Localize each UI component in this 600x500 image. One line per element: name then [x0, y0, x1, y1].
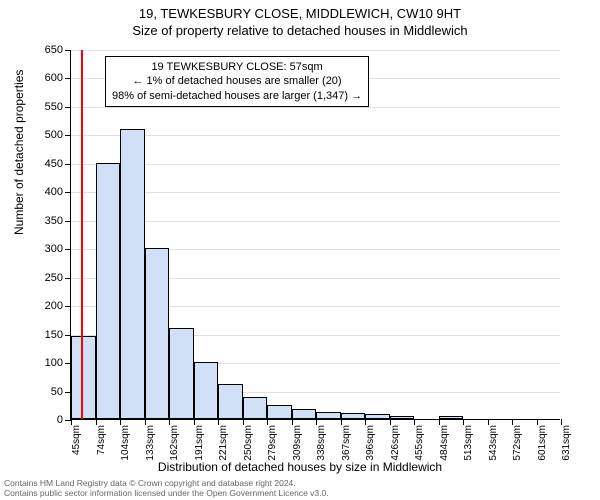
histogram-bar	[218, 384, 243, 419]
x-tick-label: 279sqm	[267, 419, 278, 461]
y-tick-label: 200	[45, 300, 71, 312]
annotation-box: 19 TEWKESBURY CLOSE: 57sqm ← 1% of detac…	[105, 56, 369, 107]
chart-title-block: 19, TEWKESBURY CLOSE, MIDDLEWICH, CW10 9…	[0, 0, 600, 40]
x-tick-label: 455sqm	[414, 419, 425, 461]
gridline	[71, 107, 560, 108]
histogram-bar	[71, 336, 96, 419]
histogram-bar	[341, 413, 366, 419]
annotation-line-1: 19 TEWKESBURY CLOSE: 57sqm	[112, 60, 362, 74]
y-tick-label: 550	[45, 101, 71, 113]
y-tick-label: 400	[45, 186, 71, 198]
footer-line-2: Contains public sector information licen…	[4, 488, 329, 498]
x-tick-label: 426sqm	[390, 419, 401, 461]
y-tick-label: 250	[45, 272, 71, 284]
footer-attribution: Contains HM Land Registry data © Crown c…	[4, 478, 329, 498]
y-tick-label: 500	[45, 129, 71, 141]
x-tick-label: 338sqm	[316, 419, 327, 461]
histogram-bar	[145, 248, 170, 419]
y-tick-label: 50	[51, 386, 71, 398]
y-tick-label: 100	[45, 357, 71, 369]
x-tick-label: 191sqm	[194, 419, 205, 461]
histogram-bar	[96, 163, 121, 419]
x-tick-label: 367sqm	[341, 419, 352, 461]
histogram-bar	[243, 397, 268, 419]
histogram-bar	[365, 414, 390, 419]
title-line-2: Size of property relative to detached ho…	[0, 23, 600, 40]
x-tick-label: 309sqm	[292, 419, 303, 461]
chart-plot-area: 0501001502002503003504004505005506006504…	[70, 50, 560, 420]
x-tick-label: 221sqm	[218, 419, 229, 461]
x-tick-label: 45sqm	[71, 419, 82, 455]
x-tick-label: 484sqm	[439, 419, 450, 461]
y-tick-label: 300	[45, 243, 71, 255]
histogram-bar	[439, 416, 464, 419]
histogram-bar	[316, 412, 341, 419]
x-tick-label: 572sqm	[512, 419, 523, 461]
x-tick-label: 162sqm	[169, 419, 180, 461]
y-tick-label: 0	[57, 414, 71, 426]
x-tick-label: 133sqm	[145, 419, 156, 461]
histogram-bar	[390, 416, 415, 419]
gridline	[71, 50, 560, 51]
x-tick-label: 74sqm	[96, 419, 107, 455]
x-axis-label: Distribution of detached houses by size …	[0, 460, 600, 474]
annotation-line-2: ← 1% of detached houses are smaller (20)	[112, 74, 362, 88]
x-tick-label: 513sqm	[463, 419, 474, 461]
histogram-bar	[194, 362, 219, 419]
x-tick-label: 543sqm	[488, 419, 499, 461]
x-tick-label: 601sqm	[537, 419, 548, 461]
histogram-bar	[120, 129, 145, 419]
y-tick-label: 600	[45, 72, 71, 84]
y-axis-label: Number of detached properties	[12, 70, 26, 235]
x-tick-label: 250sqm	[243, 419, 254, 461]
histogram-bar	[292, 409, 317, 419]
x-tick-label: 104sqm	[120, 419, 131, 461]
x-tick-label: 396sqm	[365, 419, 376, 461]
marker-line	[81, 50, 83, 419]
y-tick-label: 650	[45, 44, 71, 56]
y-tick-label: 150	[45, 329, 71, 341]
title-line-1: 19, TEWKESBURY CLOSE, MIDDLEWICH, CW10 9…	[0, 6, 600, 23]
x-tick-label: 631sqm	[561, 419, 572, 461]
annotation-line-3: 98% of semi-detached houses are larger (…	[112, 89, 362, 103]
histogram-bar	[169, 328, 194, 419]
histogram-bar	[267, 405, 292, 419]
y-tick-label: 350	[45, 215, 71, 227]
y-tick-label: 450	[45, 158, 71, 170]
footer-line-1: Contains HM Land Registry data © Crown c…	[4, 478, 329, 488]
